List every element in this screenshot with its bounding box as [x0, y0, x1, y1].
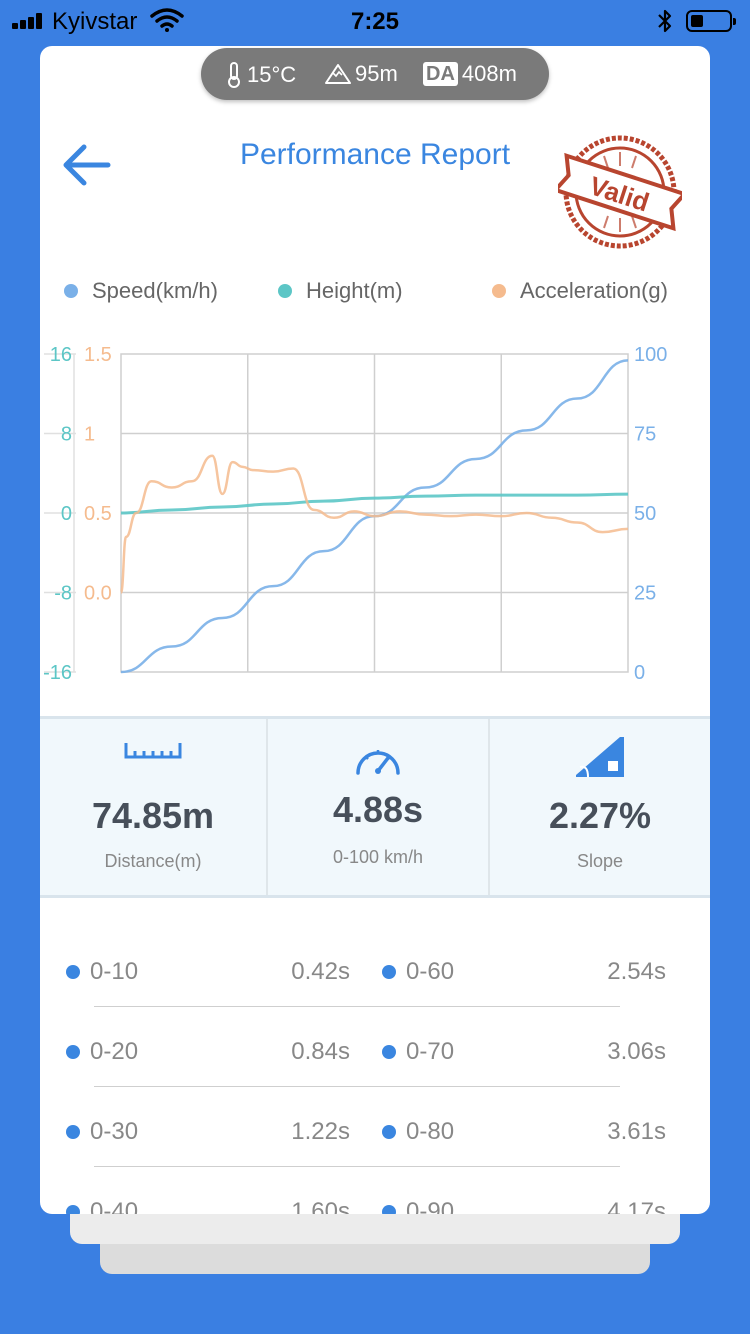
slope-icon	[576, 737, 624, 778]
split-label: 0-80	[382, 1118, 454, 1146]
height-tick-label: 8	[61, 424, 72, 446]
split-time: 1.22s	[291, 1118, 350, 1145]
row-divider	[94, 1006, 620, 1007]
signal-icon	[12, 13, 48, 29]
legend-label: Height(m)	[306, 278, 403, 303]
split-times-table: 0-10 0.42s 0-60 2.54s 0-20 0.84s 0-70 3.…	[40, 930, 710, 1214]
legend-label: Acceleration(g)	[520, 278, 668, 303]
stat-value: 74.85m	[91, 795, 215, 836]
card-stack-middle	[70, 1210, 680, 1244]
performance-chart: 16 8 0 -8 -16 1.5 1 0.5 0.0 100 75 50 25 0	[43, 344, 667, 684]
bullet-icon	[66, 1045, 80, 1059]
valid-stamp-icon: Valid	[558, 135, 682, 249]
legend-dot	[278, 284, 292, 298]
split-label: 0-40	[66, 1198, 138, 1214]
split-time: 0.84s	[291, 1038, 350, 1065]
height-series-line	[120, 492, 629, 515]
speed-tick-label: 75	[634, 424, 656, 446]
density-altitude-group: DA 408m	[423, 61, 517, 87]
table-row: 0-10 0.42s 0-60 2.54s	[40, 930, 710, 1010]
carrier-name: Kyivstar	[52, 8, 138, 35]
bullet-icon	[382, 1205, 396, 1214]
density-altitude-value: 408m	[461, 61, 517, 86]
stat-distance: 74.85m Distance(m)	[40, 719, 266, 895]
mountain-icon	[325, 64, 351, 84]
bullet-icon	[382, 1045, 396, 1059]
split-time: 4.17s	[607, 1198, 666, 1214]
wifi-icon	[150, 8, 184, 32]
height-tick-label: -8	[54, 583, 72, 605]
bullet-icon	[382, 965, 396, 979]
stat-value: 2.27%	[548, 795, 652, 836]
weather-conditions-pill: 15°C 95m DA 408m	[201, 48, 549, 100]
split-time: 2.54s	[607, 958, 666, 985]
stat-acceleration-time: 4.88s 0-100 km/h	[266, 719, 488, 895]
ruler-icon	[124, 743, 182, 759]
stat-label: Slope	[576, 851, 624, 871]
split-time: 3.61s	[607, 1118, 666, 1145]
acceleration-series-line	[119, 454, 629, 594]
height-tick-label: 16	[50, 344, 72, 366]
bullet-icon	[66, 1205, 80, 1214]
bullet-icon	[66, 1125, 80, 1139]
legend-item-speed[interactable]: Speed(km/h)	[64, 278, 218, 304]
accel-tick-label: 0.5	[84, 503, 112, 525]
split-label: 0-20	[66, 1038, 138, 1066]
da-badge: DA	[423, 62, 458, 86]
back-arrow-icon[interactable]	[58, 140, 114, 190]
speed-tick-label: 100	[634, 344, 667, 366]
stat-label: Distance(m)	[104, 851, 202, 871]
split-label: 0-10	[66, 958, 138, 986]
altitude-value: 95m	[355, 61, 398, 86]
chart-legend: Speed(km/h) Height(m) Acceleration(g)	[0, 278, 750, 308]
accel-tick-label: 1	[84, 424, 95, 446]
accel-tick-label: 1.5	[84, 344, 112, 366]
split-time: 3.06s	[607, 1038, 666, 1065]
split-label: 0-70	[382, 1038, 454, 1066]
table-row: 0-30 1.22s 0-80 3.61s	[40, 1090, 710, 1170]
split-label: 0-60	[382, 958, 454, 986]
split-time: 1.60s	[291, 1198, 350, 1214]
thermometer-icon	[228, 62, 240, 88]
table-row: 0-40 1.60s 0-90 4.17s	[40, 1170, 710, 1214]
legend-item-height[interactable]: Height(m)	[278, 278, 403, 304]
altitude-group: 95m	[325, 61, 398, 87]
speed-tick-label: 25	[634, 583, 656, 605]
row-divider	[94, 1086, 620, 1087]
page-title: Performance Report	[239, 138, 511, 171]
status-bar: Kyivstar 7:25	[0, 0, 750, 40]
battery-icon	[686, 10, 736, 32]
stats-panel: 74.85m Distance(m) 4.88s 0-100 km/h 2.27…	[40, 716, 710, 898]
bluetooth-icon	[658, 9, 672, 33]
stat-label: 0-100 km/h	[332, 847, 424, 867]
temperature-value: 15°C	[247, 62, 297, 87]
legend-item-acceleration[interactable]: Acceleration(g)	[492, 278, 668, 304]
bullet-icon	[66, 965, 80, 979]
split-label: 0-90	[382, 1198, 454, 1214]
legend-dot	[64, 284, 78, 298]
stat-value: 4.88s	[332, 789, 424, 830]
split-label: 0-30	[66, 1118, 138, 1146]
legend-dot	[492, 284, 506, 298]
accel-tick-label: 0.0	[84, 583, 112, 605]
speed-tick-label: 0	[634, 662, 645, 684]
temperature-group: 15°C	[225, 61, 296, 89]
legend-label: Speed(km/h)	[92, 278, 218, 303]
clock-time: 7:25	[350, 8, 400, 35]
height-tick-label: -16	[43, 662, 72, 684]
stat-slope: 2.27% Slope	[488, 719, 710, 895]
row-divider	[94, 1166, 620, 1167]
speedometer-icon	[356, 750, 400, 775]
height-tick-label: 0	[61, 503, 72, 525]
split-time: 0.42s	[291, 958, 350, 985]
speed-tick-label: 50	[634, 503, 656, 525]
bullet-icon	[382, 1125, 396, 1139]
table-row: 0-20 0.84s 0-70 3.06s	[40, 1010, 710, 1090]
